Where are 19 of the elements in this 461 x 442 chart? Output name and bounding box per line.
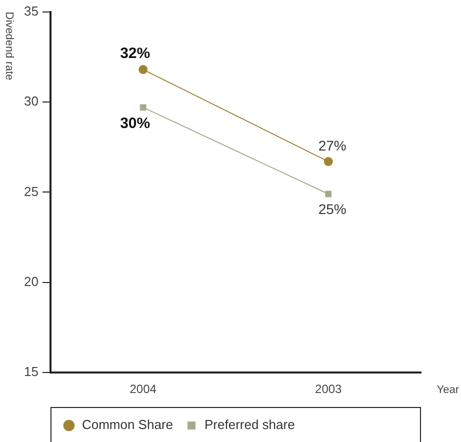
y-tick-label: 25 <box>24 184 38 199</box>
point <box>325 190 332 198</box>
y-tick-label: 20 <box>24 274 38 289</box>
data-label: 30% <box>120 115 150 132</box>
y-axis-title: Divedend rate <box>2 12 15 80</box>
legend-label: Preferred share <box>204 417 295 432</box>
x-axis-title: Year <box>436 384 460 396</box>
y-tick-label: 15 <box>24 364 38 380</box>
legend-label: Common Share <box>82 417 174 432</box>
y-tick-label: 30 <box>24 94 38 109</box>
point <box>138 65 148 74</box>
data-label: 25% <box>318 200 346 217</box>
point <box>324 157 333 166</box>
x-tick-label: 2003 <box>315 382 342 396</box>
y-tick-label: 35 <box>24 3 38 18</box>
point <box>140 104 146 111</box>
data-label: 32% <box>120 45 150 62</box>
x-tick-label: 2004 <box>130 382 157 396</box>
data-label: 27% <box>318 137 346 154</box>
